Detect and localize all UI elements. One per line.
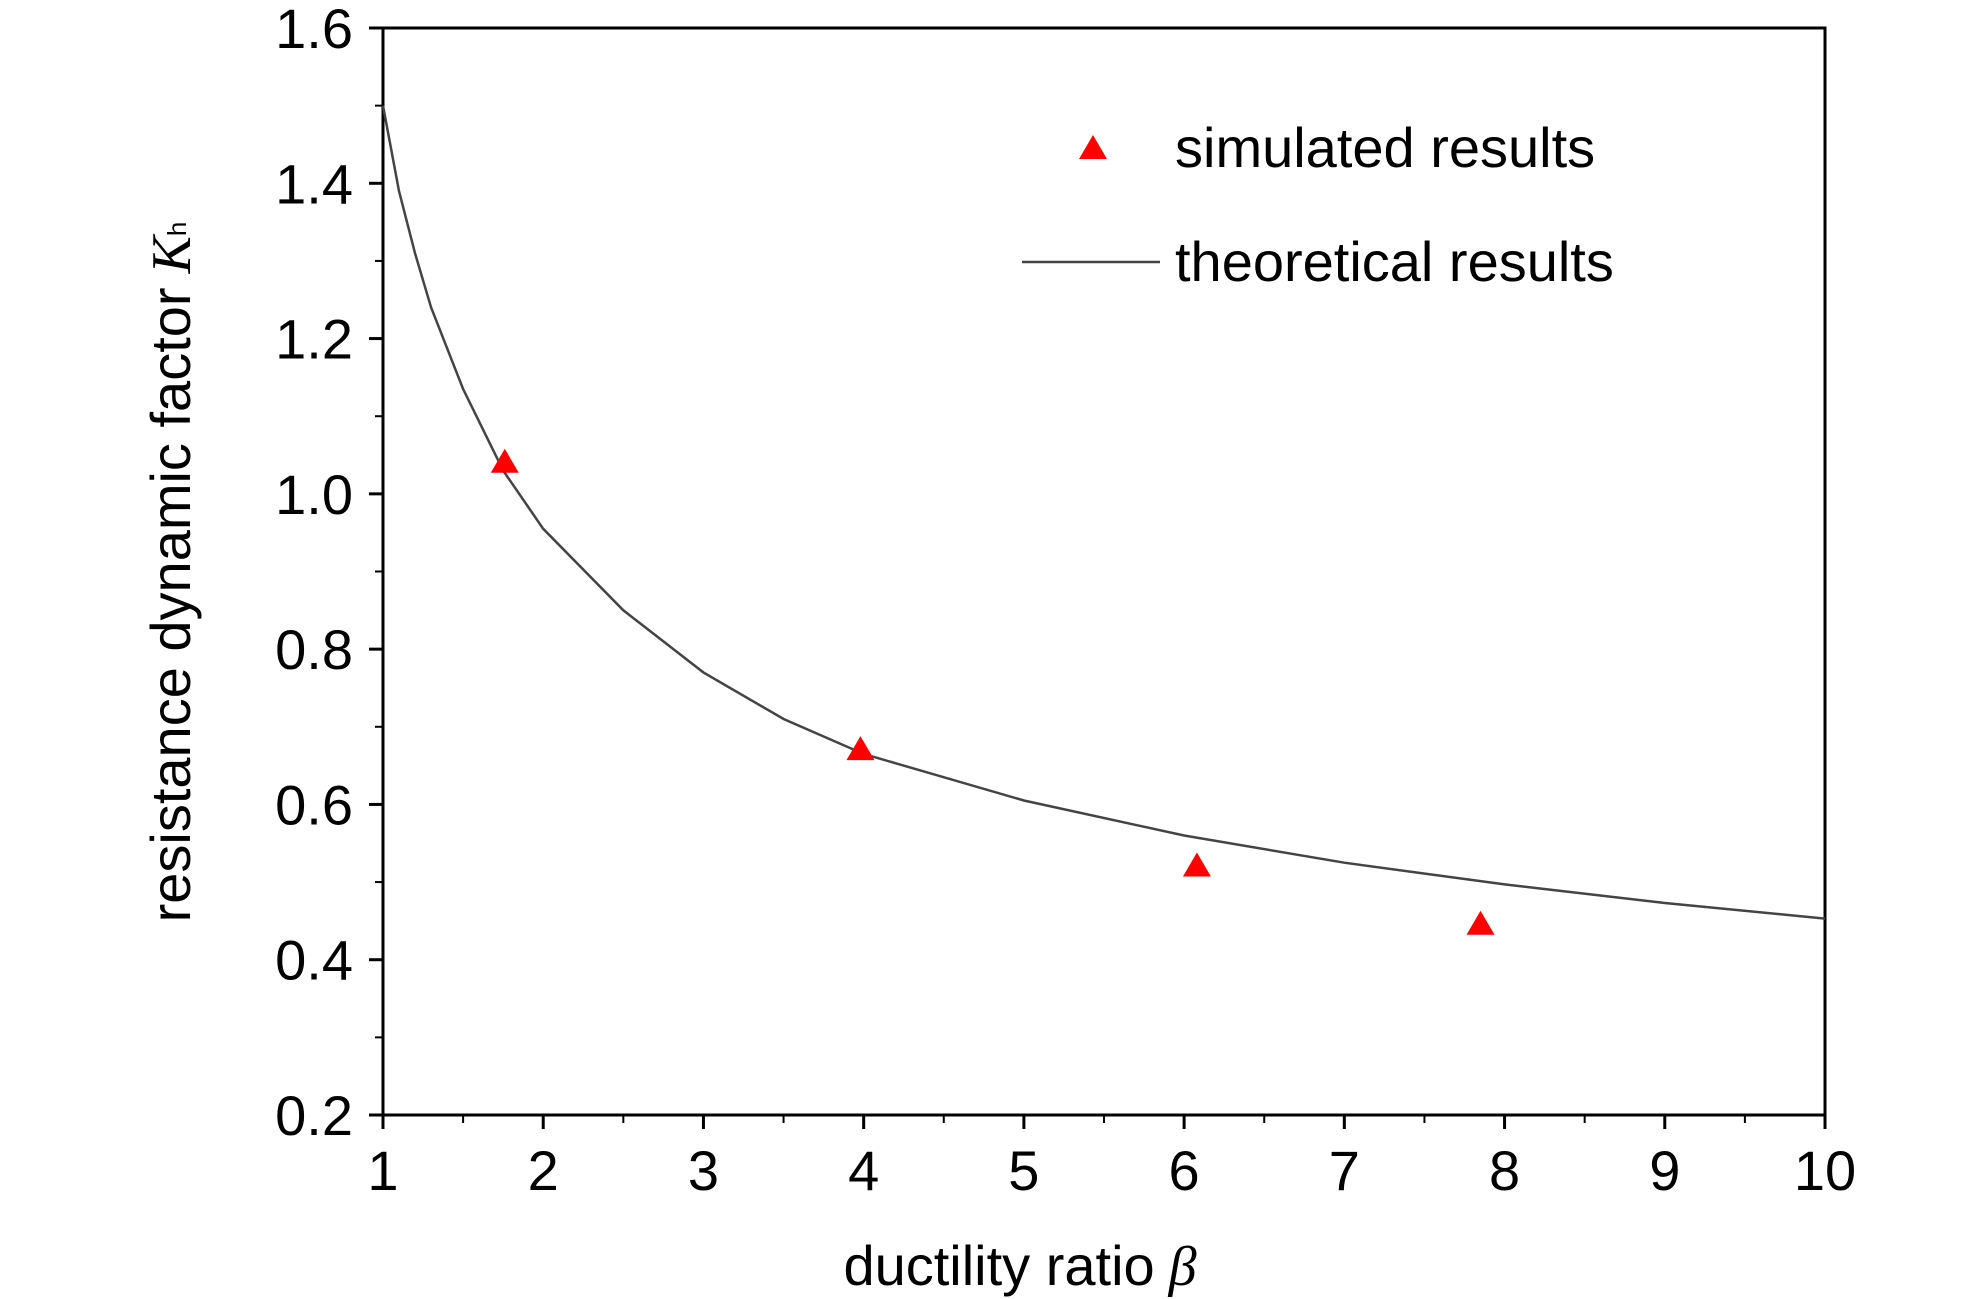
y-axis-label: resistance dynamic factor Kh: [139, 222, 203, 923]
x-tick-label: 8: [1489, 1139, 1520, 1202]
x-tick-label: 5: [1008, 1139, 1039, 1202]
simulated-point: [846, 736, 875, 761]
y-tick-label: 1.4: [275, 152, 353, 215]
y-tick-label: 0.2: [275, 1084, 353, 1147]
x-tick-label: 1: [367, 1139, 398, 1202]
simulated-point: [1466, 910, 1495, 935]
y-tick-label: 1.2: [275, 308, 353, 371]
y-tick-label: 1.0: [275, 463, 353, 526]
x-axis-ticks: 1 2 3 4 5 6 7 8 9 10: [367, 1115, 1856, 1202]
y-tick-label: 1.6: [275, 0, 353, 60]
x-tick-label: 7: [1329, 1139, 1360, 1202]
x-tick-label: 3: [688, 1139, 719, 1202]
x-tick-label: 6: [1169, 1139, 1200, 1202]
x-axis-label: ductility ratio β: [843, 1234, 1196, 1298]
y-axis-symbol: K: [141, 233, 203, 274]
x-tick-label: 4: [848, 1139, 879, 1202]
x-tick-label: 10: [1794, 1139, 1856, 1202]
series-layer: [381, 105, 1826, 935]
legend-label-simulated: simulated results: [1175, 116, 1595, 179]
x-axis-label-text: ductility ratio: [843, 1234, 1154, 1297]
theoretical-line: [381, 105, 1826, 920]
y-axis-ticks: 0.2 0.4 0.6 0.8 1.0 1.2 1.4 1.6: [275, 0, 383, 1147]
plot-frame: [381, 26, 1827, 1117]
legend: simulated results theoretical results: [1022, 116, 1614, 293]
legend-triangle-marker: [1079, 135, 1107, 159]
y-axis-subscript: h: [162, 222, 192, 236]
y-tick-label: 0.6: [275, 773, 353, 836]
y-tick-label: 0.4: [275, 929, 353, 992]
y-axis-label-text: resistance dynamic factor: [139, 287, 202, 922]
legend-label-theoretical: theoretical results: [1175, 230, 1614, 293]
x-tick-label: 2: [528, 1139, 559, 1202]
y-tick-label: 0.8: [275, 618, 353, 681]
x-tick-label: 9: [1649, 1139, 1680, 1202]
simulated-point: [1182, 852, 1211, 877]
x-axis-symbol: β: [1168, 1236, 1197, 1298]
simulated-point: [490, 448, 519, 473]
